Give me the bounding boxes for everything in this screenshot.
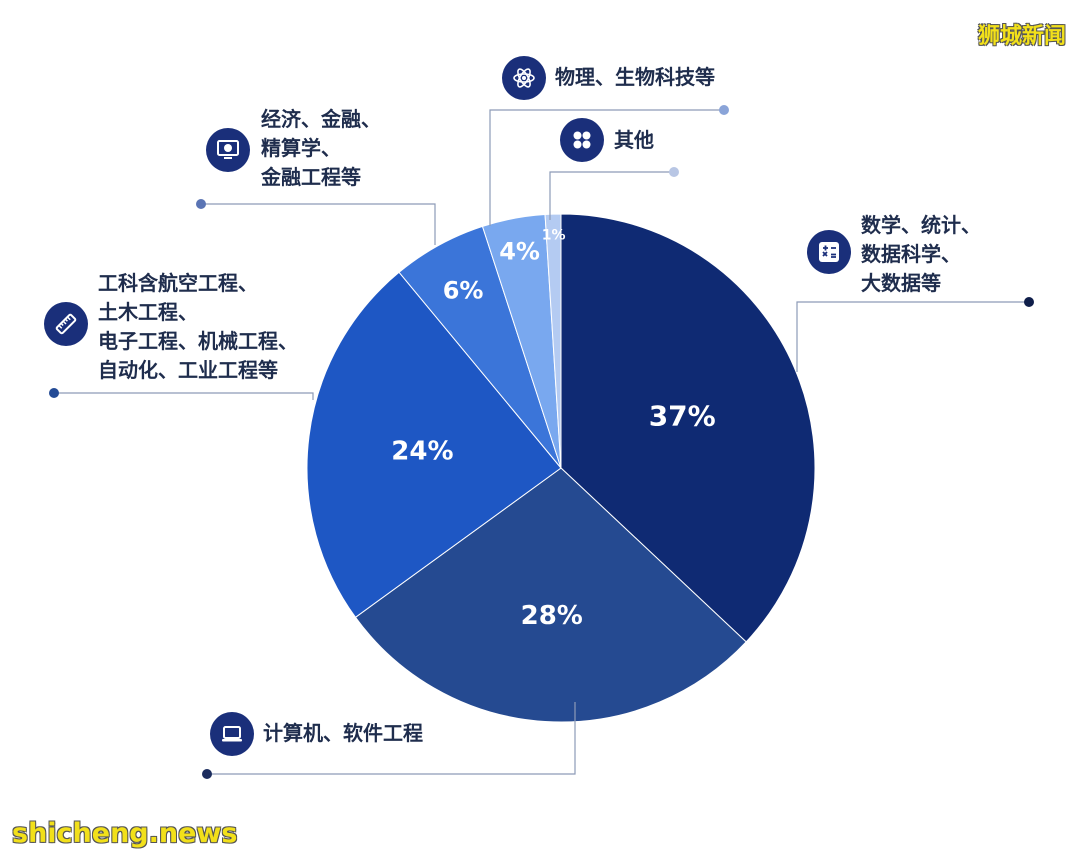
pie-slice — [560, 213, 816, 643]
watermark-top: 狮城新闻 — [977, 24, 1066, 49]
percent-labels: 37% 28% 24% 6% 4%1% — [391, 227, 715, 631]
leader-dot — [49, 388, 59, 398]
pie-slices — [306, 213, 816, 723]
calculator-icon — [807, 230, 851, 274]
pie-slice — [544, 213, 562, 469]
grid-dots-icon — [560, 118, 604, 162]
slice-percent-label: 1% — [542, 227, 566, 243]
ruler-icon — [44, 302, 88, 346]
category-label-engineering: 工科含航空工程、 土木工程、 电子工程、机械工程、 自动化、工业工程等 — [98, 271, 298, 382]
category-label-math: 数学、统计、 数据科学、 大数据等 — [861, 213, 981, 295]
watermark-bottom: shicheng.news — [12, 818, 238, 849]
slice-percent-label: 28% — [521, 601, 583, 631]
leader-dot — [719, 105, 729, 115]
category-label-economics: 经济、金融、 精算学、 金融工程等 — [261, 107, 381, 189]
category-label-cs: 计算机、软件工程 — [263, 721, 423, 745]
pie-slice — [306, 271, 562, 618]
slice-percent-label: 6% — [443, 276, 484, 304]
leader-lines — [49, 105, 1034, 779]
leader-line — [54, 392, 314, 400]
monitor-dollar-icon — [206, 128, 250, 172]
leader-dot — [1024, 297, 1034, 307]
atom-icon — [502, 56, 546, 100]
leader-dot — [202, 769, 212, 779]
category-label-physics: 物理、生物科技等 — [555, 65, 715, 89]
leader-dot — [669, 167, 679, 177]
pie-slice — [354, 467, 747, 723]
slice-percent-label: 37% — [649, 399, 716, 432]
slice-percent-label: 4% — [499, 237, 540, 265]
leader-dot — [196, 199, 206, 209]
leader-line — [201, 203, 436, 245]
leader-line — [549, 171, 674, 220]
laptop-icon — [210, 712, 254, 756]
leader-line — [489, 109, 724, 226]
category-label-other: 其他 — [614, 128, 654, 152]
leader-line — [796, 301, 1029, 372]
leader-line — [207, 702, 576, 775]
slice-percent-label: 24% — [391, 437, 453, 467]
